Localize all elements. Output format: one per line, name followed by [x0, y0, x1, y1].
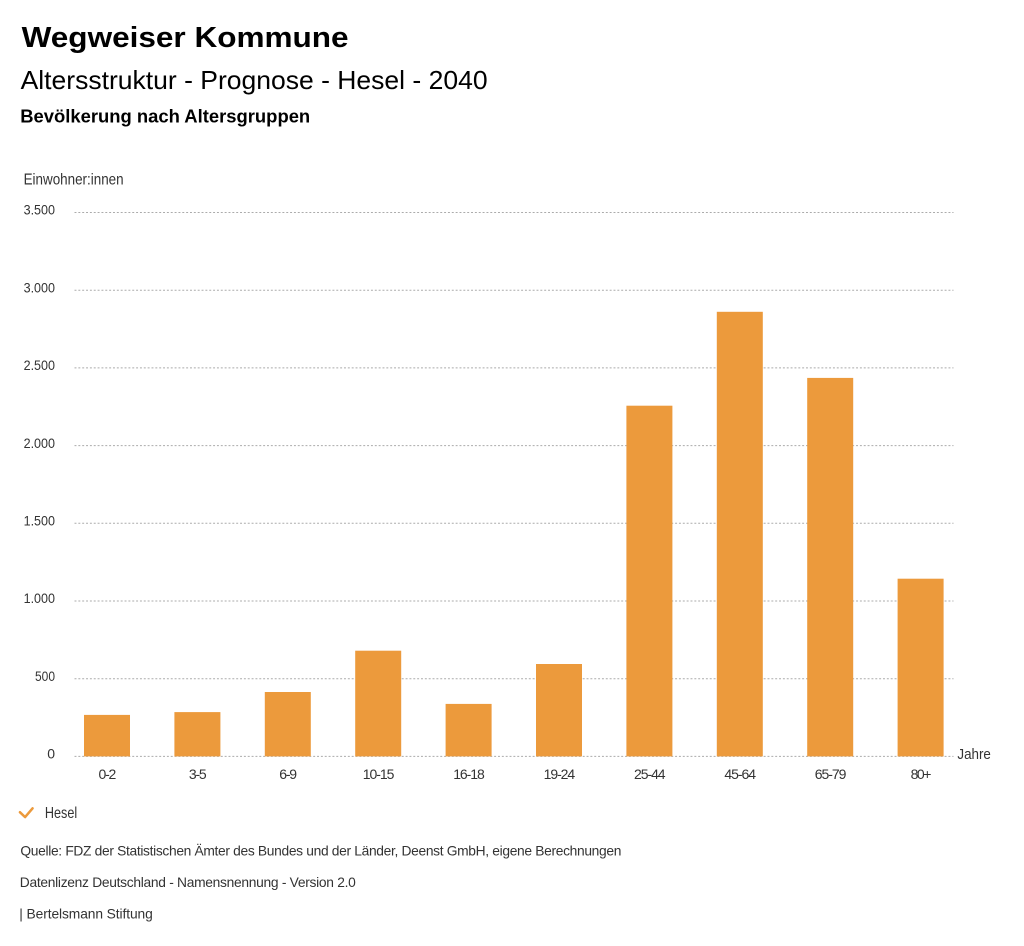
- svg-text:6-9: 6-9: [279, 766, 297, 782]
- svg-text:Jahre: Jahre: [957, 746, 991, 763]
- svg-text:Quelle: FDZ der Statistischen: Quelle: FDZ der Statistischen Ämter des …: [20, 842, 621, 858]
- svg-text:Wegweiser Kommune: Wegweiser Kommune: [22, 22, 349, 54]
- svg-text:0-2: 0-2: [99, 766, 117, 782]
- svg-text:65-79: 65-79: [815, 766, 847, 782]
- svg-text:3.000: 3.000: [24, 279, 56, 295]
- svg-text:3.500: 3.500: [24, 202, 56, 218]
- svg-text:Bevölkerung nach Altersgruppen: Bevölkerung nach Altersgruppen: [20, 105, 310, 126]
- svg-text:1.500: 1.500: [24, 513, 56, 529]
- svg-text:19-24: 19-24: [544, 766, 576, 782]
- svg-text:Altersstruktur - Prognose - He: Altersstruktur - Prognose - Hesel - 2040: [21, 67, 488, 95]
- svg-text:80+: 80+: [911, 766, 932, 782]
- svg-text:2.000: 2.000: [24, 435, 56, 451]
- svg-text:0: 0: [47, 746, 55, 762]
- svg-text:25-44: 25-44: [634, 766, 666, 782]
- svg-text:1.000: 1.000: [24, 590, 56, 606]
- svg-text:45-64: 45-64: [724, 766, 756, 782]
- svg-text:500: 500: [35, 668, 55, 684]
- svg-text:| Bertelsmann Stiftung: | Bertelsmann Stiftung: [19, 907, 153, 922]
- svg-text:3-5: 3-5: [189, 766, 207, 782]
- svg-text:Einwohner:innen: Einwohner:innen: [24, 172, 124, 189]
- svg-text:2.500: 2.500: [24, 357, 56, 373]
- svg-text:10-15: 10-15: [363, 766, 395, 782]
- svg-text:16-18: 16-18: [453, 766, 485, 782]
- svg-text:Hesel: Hesel: [45, 805, 77, 822]
- svg-text:Datenlizenz Deutschland - Name: Datenlizenz Deutschland - Namensnennung …: [20, 875, 356, 890]
